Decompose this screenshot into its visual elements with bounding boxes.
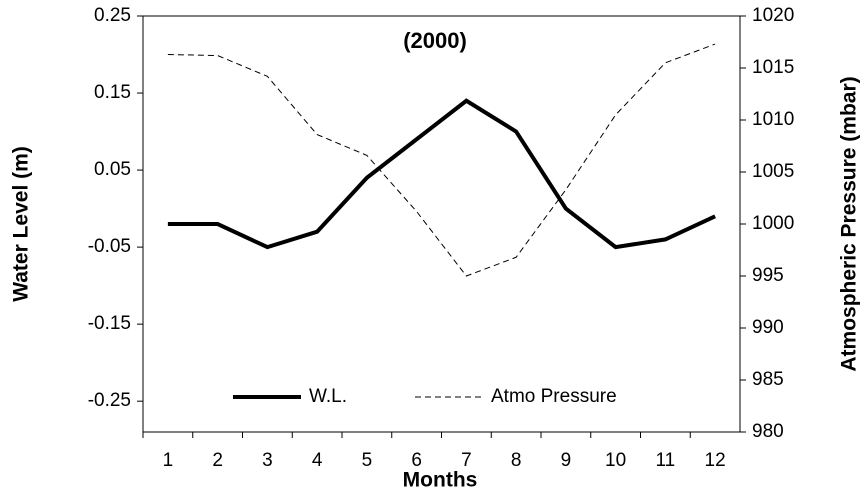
series-line — [167, 98, 716, 250]
x-tick-label: 9 — [561, 450, 572, 471]
x-tick-label: 5 — [362, 450, 373, 471]
y-axis-label: Water Level (m) — [10, 146, 33, 302]
y-tick-label: 0.25 — [94, 5, 131, 26]
y2-tick-label: 995 — [752, 265, 784, 286]
legend-label: W.L. — [309, 386, 347, 407]
series-line — [167, 43, 716, 277]
x-tick-label: 2 — [212, 450, 223, 471]
x-tick-label: 3 — [262, 450, 273, 471]
y2-tick-label: 1000 — [752, 213, 794, 234]
y-tick-label: 0.05 — [94, 159, 131, 180]
y2-tick-label: 1005 — [752, 161, 794, 182]
y-tick-label: 0.15 — [94, 82, 131, 103]
y2-axis-label: Atmospheric Pressure (mbar) — [838, 76, 861, 371]
x-tick-label: 4 — [312, 450, 323, 471]
x-tick-label: 1 — [163, 450, 174, 471]
plot-frame — [142, 15, 741, 433]
y2-tick-label: 1010 — [752, 109, 794, 130]
x-tick-label: 6 — [411, 450, 422, 471]
y2-tick-label: 1020 — [752, 5, 794, 26]
legend-label: Atmo Pressure — [491, 386, 617, 407]
y-tick-label: -0.05 — [88, 236, 131, 257]
y2-tick-label: 990 — [752, 317, 784, 338]
x-tick-label: 11 — [656, 450, 676, 471]
x-tick-label: 12 — [705, 450, 726, 471]
x-tick-label: 10 — [605, 450, 626, 471]
y2-tick-label: 985 — [752, 369, 784, 390]
chart-title: (2000) — [403, 28, 467, 53]
x-tick-label: 7 — [461, 450, 472, 471]
y2-tick-label: 980 — [752, 421, 784, 442]
y-tick-label: -0.15 — [88, 313, 131, 334]
y2-tick-label: 1015 — [752, 57, 794, 78]
x-axis-label: Months — [403, 469, 478, 492]
x-tick-label: 8 — [511, 450, 522, 471]
y-tick-label: -0.25 — [88, 390, 131, 411]
